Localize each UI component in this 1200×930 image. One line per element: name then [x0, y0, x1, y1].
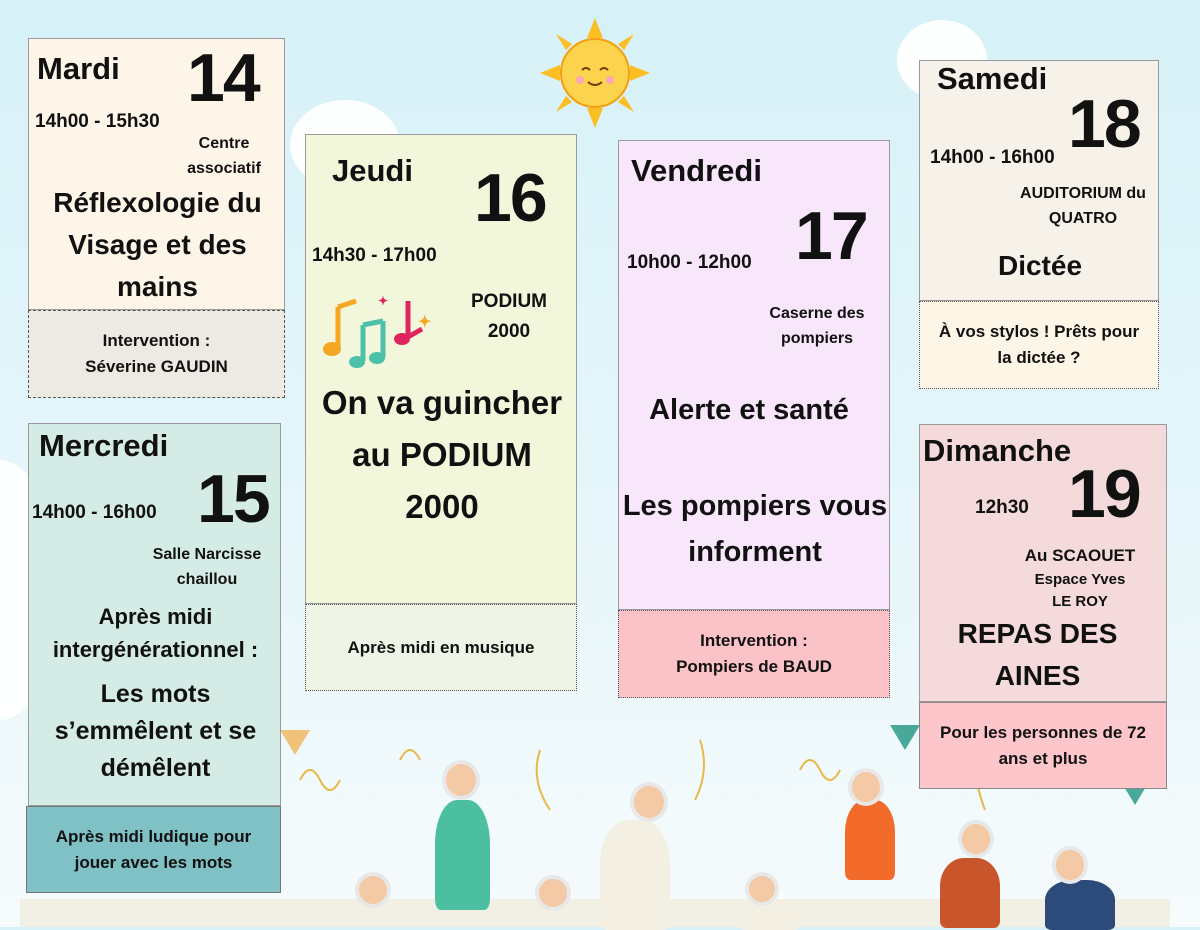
event-footer: Intervention : Séverine GAUDIN [28, 310, 285, 398]
event-intro: Après midi intergénérationnel : [52, 604, 259, 662]
event-card-vendredi: Vendredi 17 10h00 - 12h00 Caserne des po… [618, 140, 890, 610]
event-title: Réflexologie du Visage et des mains [53, 187, 262, 302]
time-range: 14h00 - 15h30 [35, 111, 160, 132]
person-illustration [435, 800, 490, 910]
date-number: 16 [474, 160, 548, 236]
music-notes-icon: ✦✦ [323, 294, 431, 368]
date-number: 18 [1068, 86, 1142, 162]
event-card-dimanche: Dimanche 19 12h30 Au SCAOUET Espace Yves… [919, 424, 1167, 702]
person-illustration [1052, 846, 1088, 884]
day-label: Samedi [937, 61, 1048, 96]
event-footer: Intervention : Pompiers de BAUD [618, 610, 890, 698]
location: Caserne des pompiers [769, 305, 865, 347]
person-illustration [630, 782, 668, 822]
time-range: 14h00 - 16h00 [32, 502, 157, 523]
date-number: 14 [187, 40, 261, 116]
time-range: 14h30 - 17h00 [312, 245, 437, 266]
day-label: Vendredi [631, 153, 762, 188]
person-illustration [848, 768, 884, 806]
date-number: 15 [197, 461, 271, 537]
person-illustration [442, 760, 480, 800]
location: Centre associatif [187, 135, 261, 177]
event-title: Dictée [997, 250, 1083, 281]
day-label: Mercredi [39, 428, 169, 463]
day-label: Jeudi [332, 153, 413, 188]
time-range: 10h00 - 12h00 [627, 252, 752, 273]
person-illustration [600, 820, 670, 930]
date-number: 17 [795, 198, 869, 274]
person-illustration [958, 820, 994, 858]
day-label: Dimanche [923, 433, 1072, 468]
location: AUDITORIUM du QUATRO [1020, 185, 1146, 227]
event-card-mercredi: Mercredi 15 14h00 - 16h00 Salle Narcisse… [28, 423, 281, 806]
time-range: 14h00 - 16h00 [930, 147, 1055, 168]
event-title: Alerte et santé [649, 394, 849, 426]
event-subtitle: Les pompiers vous informent [622, 490, 888, 568]
location: PODIUM 2000 [471, 291, 547, 342]
person-illustration [845, 800, 895, 880]
event-card-samedi: Samedi 18 14h00 - 16h00 AUDITORIUM du QU… [919, 60, 1159, 301]
person-illustration [535, 875, 571, 911]
event-title: On va guincher au PODIUM 2000 [321, 384, 563, 525]
event-footer: Après midi ludique pour jouer avec les m… [26, 806, 281, 893]
svg-text:✦: ✦ [418, 314, 431, 331]
person-illustration [355, 872, 391, 908]
location: Au SCAOUET [1024, 546, 1136, 565]
time-range: 12h30 [975, 497, 1029, 518]
location-detail: Espace Yves LE ROY [1034, 571, 1126, 610]
day-label: Mardi [37, 51, 120, 86]
person-illustration [740, 900, 800, 930]
person-illustration [1045, 880, 1115, 930]
event-footer: À vos stylos ! Prêts pour la dictée ? [919, 301, 1159, 389]
location: Salle Narcisse chaillou [152, 546, 262, 588]
person-illustration [745, 872, 779, 906]
event-card-mardi: Mardi 14 14h00 - 15h30 Centre associatif… [28, 38, 285, 310]
event-title: REPAS DES AINES [957, 618, 1118, 691]
person-illustration [940, 858, 1000, 928]
event-title: Les mots s’emmêlent et se démêlent [54, 680, 257, 782]
date-number: 19 [1068, 456, 1142, 532]
event-card-jeudi: Jeudi 16 14h30 - 17h00 ✦ ✦ PODIUM 2000 On… [305, 134, 577, 604]
sun-icon [540, 18, 650, 128]
event-footer: Après midi en musique [305, 604, 577, 691]
svg-text:✦: ✦ [378, 294, 388, 308]
event-footer: Pour les personnes de 72 ans et plus [919, 702, 1167, 789]
